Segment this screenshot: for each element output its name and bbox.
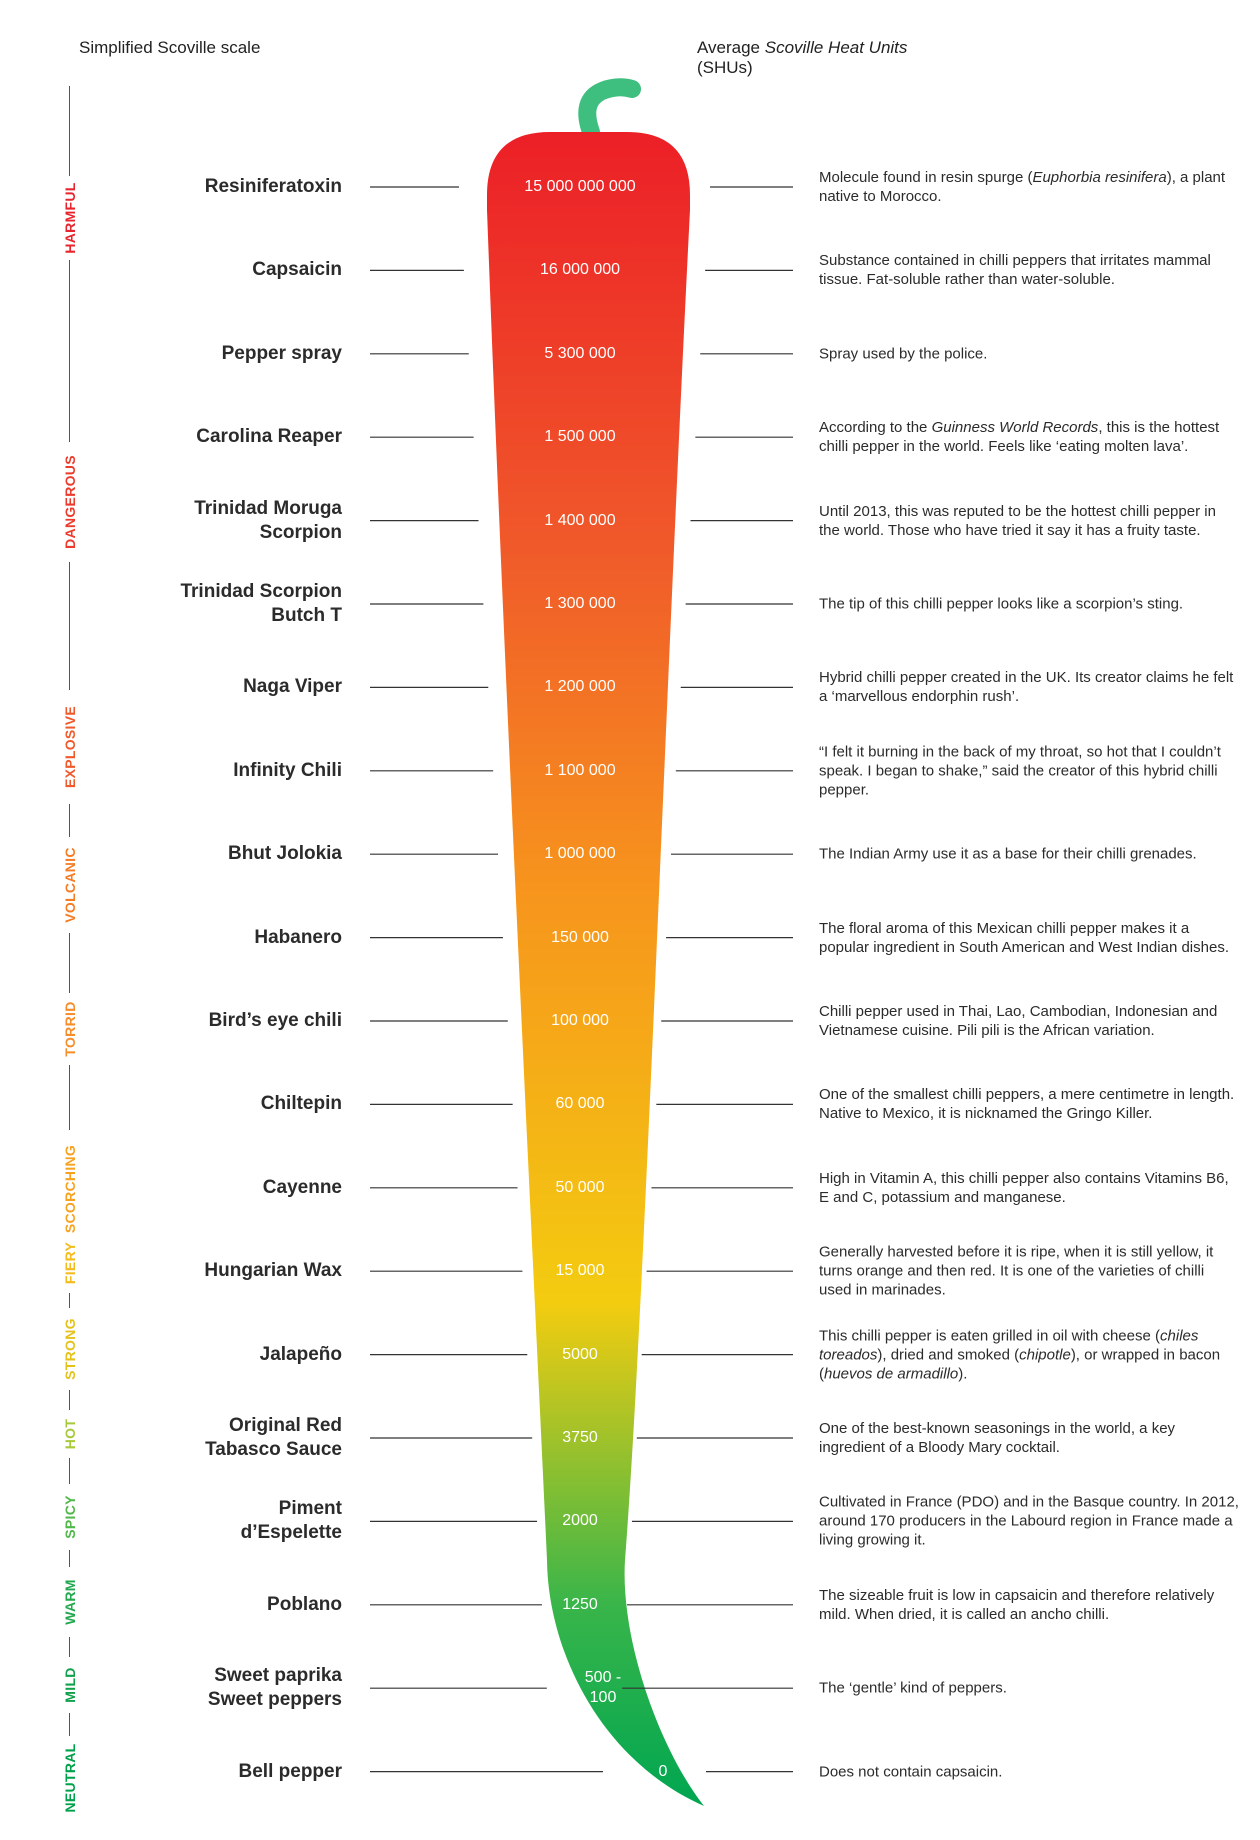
shu-value: 5000 [562, 1345, 598, 1363]
shu-value: 500 -100 [584, 1669, 622, 1707]
shu-value: 1 100 000 [544, 761, 616, 779]
pepper-name: Habanero [254, 926, 342, 948]
shu-value: 2000 [562, 1512, 598, 1530]
scale-line [69, 260, 70, 442]
scale-line [69, 1713, 70, 1736]
shu-value: 1 500 000 [544, 428, 616, 446]
connector-lines [370, 186, 793, 1773]
pepper-description: Chilli pepper used in Thai, Lao, Cambodi… [819, 1003, 1218, 1039]
pepper-name: Poblano [267, 1593, 342, 1615]
pepper-name: Piment d’Espelette [240, 1498, 342, 1544]
shu-header-prefix: Average [697, 38, 765, 57]
scale-line [69, 1637, 70, 1657]
shu-value: 1 400 000 [544, 511, 616, 529]
shu-value: 1 300 000 [544, 595, 616, 612]
shu-value: 5 300 000 [544, 344, 616, 362]
scale-line [69, 86, 70, 176]
scale-line [69, 933, 70, 993]
pepper-description: The Indian Army use it as a base for the… [819, 845, 1197, 863]
pepper-name: Naga Viper [243, 676, 342, 698]
pepper-description: Molecule found in resin spurge (Euphorbi… [819, 169, 1226, 205]
pepper-name: Bell pepper [238, 1760, 342, 1782]
scale-line [69, 1293, 70, 1308]
chili-body [487, 132, 704, 1806]
shu-value: 0 [658, 1762, 668, 1780]
shu-header: Average Scoville Heat Units (SHUs) [697, 38, 1017, 78]
pepper-name: Trinidad Scorpion Butch T [180, 581, 342, 626]
pepper-name: Chiltepin [260, 1093, 342, 1115]
pepper-name: Trinidad Moruga Scorpion [194, 497, 342, 543]
shu-value: 1250 [562, 1595, 598, 1613]
scale-line [69, 1458, 70, 1484]
pepper-name: Resiniferatoxin [204, 176, 342, 197]
shu-value: 15 000 000 000 [524, 178, 636, 195]
scale-line [69, 804, 70, 837]
shu-value: 3750 [562, 1429, 598, 1446]
pepper-name: Infinity Chili [233, 759, 342, 781]
shu-value: 1 000 000 [544, 845, 616, 863]
scale-line [69, 1065, 70, 1130]
shu-header-italic: Scoville Heat Units [764, 38, 908, 57]
pepper-description: “I felt it burning in the back of my thr… [819, 743, 1221, 799]
scale-line [69, 562, 70, 690]
shu-header-suffix: (SHUs) [697, 58, 753, 77]
pepper-description: The sizeable fruit is low in capsaicin a… [819, 1586, 1215, 1623]
scale-header: Simplified Scoville scale [79, 38, 261, 57]
pepper-name: Sweet paprika Sweet peppers [207, 1665, 342, 1711]
pepper-description: Until 2013, this was reputed to be the h… [819, 502, 1216, 539]
pepper-description: One of the smallest chilli peppers, a me… [819, 1086, 1235, 1123]
pepper-name: Carolina Reaper [196, 426, 342, 448]
pepper-description: One of the best-known seasonings in the … [819, 1420, 1176, 1456]
shu-value: 15 000 [555, 1262, 605, 1280]
chili-stem [578, 78, 641, 141]
shu-value: 50 000 [555, 1178, 605, 1196]
pepper-description: High in Vitamin A, this chilli pepper al… [819, 1169, 1229, 1206]
pepper-description: Generally harvested before it is ripe, w… [819, 1243, 1214, 1299]
pepper-name: Bhut Jolokia [227, 843, 342, 865]
pepper-name: Hungarian Wax [204, 1260, 342, 1282]
pepper-description: This chilli pepper is eaten grilled in o… [819, 1327, 1221, 1383]
shu-value: 1 200 000 [544, 678, 616, 696]
shu-value: 16 000 000 [539, 261, 621, 279]
pepper-name: Bird’s eye chili [208, 1010, 342, 1031]
shu-value: 150 000 [551, 928, 609, 946]
scale-line [69, 1390, 70, 1410]
pepper-description: Substance contained in chilli peppers th… [819, 252, 1211, 289]
pepper-description: According to the Guinness World Records,… [819, 419, 1220, 456]
pepper-description: The ‘gentle’ kind of peppers. [819, 1679, 1007, 1697]
pepper-description: Hybrid chilli pepper created in the UK. … [819, 669, 1234, 706]
scale-line [69, 1550, 70, 1567]
shu-value: 60 000 [555, 1095, 605, 1113]
pepper-name: Original Red Tabasco Sauce [205, 1415, 342, 1460]
pepper-name: Cayenne [262, 1176, 342, 1198]
shu-value: 100 000 [551, 1012, 609, 1029]
pepper-name: Jalapeño [259, 1343, 342, 1365]
pepper-description: Spray used by the police. [819, 345, 988, 363]
pepper-name: Pepper spray [221, 342, 342, 364]
pepper-description: The floral aroma of this Mexican chilli … [819, 919, 1229, 956]
pepper-name: Capsaicin [252, 259, 342, 281]
pepper-description: The tip of this chilli pepper looks like… [819, 595, 1184, 613]
pepper-description: Cultivated in France (PDO) and in the Ba… [819, 1493, 1239, 1549]
pepper-description: Does not contain capsaicin. [819, 1763, 1003, 1781]
